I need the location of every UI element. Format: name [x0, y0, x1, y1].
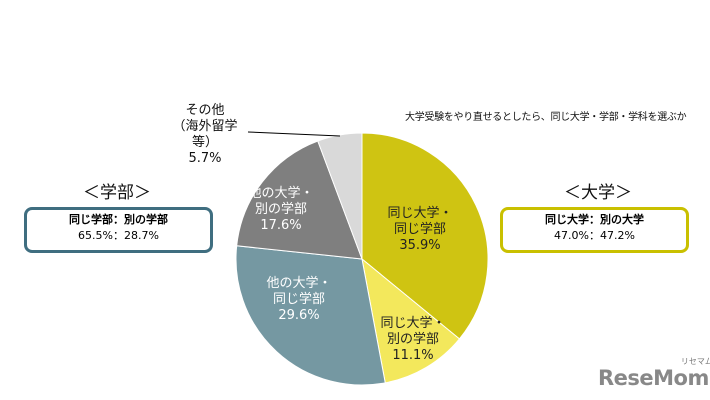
slice-label-line: 同じ大学・ [387, 206, 453, 221]
slice-label: 他の大学・ 同じ学部 29.6% [266, 276, 331, 324]
slice-label-line: 同じ学部 [272, 292, 326, 307]
slice-value: 35.9% [399, 238, 441, 253]
university-values: 47.0%：47.2% [554, 229, 635, 242]
slice-value: 11.1% [392, 348, 434, 363]
pie-slice [235, 245, 386, 386]
pie-slice [236, 140, 363, 260]
slice-label: その他 （海外留学 等） 5.7% [172, 103, 237, 167]
chart-title: 大学受験をやり直せるとしたら、同じ大学・学部・学科を選ぶか [405, 112, 687, 123]
pie-slice [317, 132, 363, 260]
slice-label-line: 別の学部 [254, 202, 308, 217]
university-header: 同じ大学：別の大学 [545, 213, 644, 226]
slice-label: 同じ大学・ 別の学部 11.1% [380, 316, 445, 364]
slice-label-line: （海外留学 [172, 119, 238, 134]
resemom-logo: ReseMom リセマム [598, 357, 710, 390]
faculty-header: 同じ学部：別の学部 [69, 213, 168, 226]
slice-label: 他の大学・ 別の学部 17.6% [248, 186, 313, 234]
slice-value: 17.6% [260, 218, 302, 233]
slice-label-line: 等） [191, 135, 219, 150]
pie-slice [361, 132, 489, 340]
slice-value: 29.6% [278, 308, 320, 323]
leader-line [247, 131, 341, 137]
university-box: 同じ大学：別の大学 47.0%：47.2% [500, 207, 689, 253]
slice-value: 5.7% [188, 151, 222, 166]
slice-label-line: 同じ大学・ [380, 316, 446, 331]
slice-label-line: その他 [185, 103, 225, 118]
slice-label: 同じ大学・ 同じ学部 35.9% [387, 206, 452, 254]
logo-text: ReseMom [598, 366, 709, 390]
faculty-title: ＜学部＞ [83, 183, 151, 203]
university-title: ＜大学＞ [564, 183, 632, 203]
faculty-values: 65.5%：28.7% [78, 229, 159, 242]
faculty-box: 同じ学部：別の学部 65.5%：28.7% [24, 207, 213, 253]
pie-slice [361, 257, 461, 384]
slice-label-line: 他の大学・ [266, 276, 332, 291]
slice-label-line: 同じ学部 [393, 222, 447, 237]
logo-sub: リセマム [680, 357, 710, 366]
slice-label-line: 別の学部 [386, 332, 440, 347]
slice-label-line: 他の大学・ [248, 186, 314, 201]
